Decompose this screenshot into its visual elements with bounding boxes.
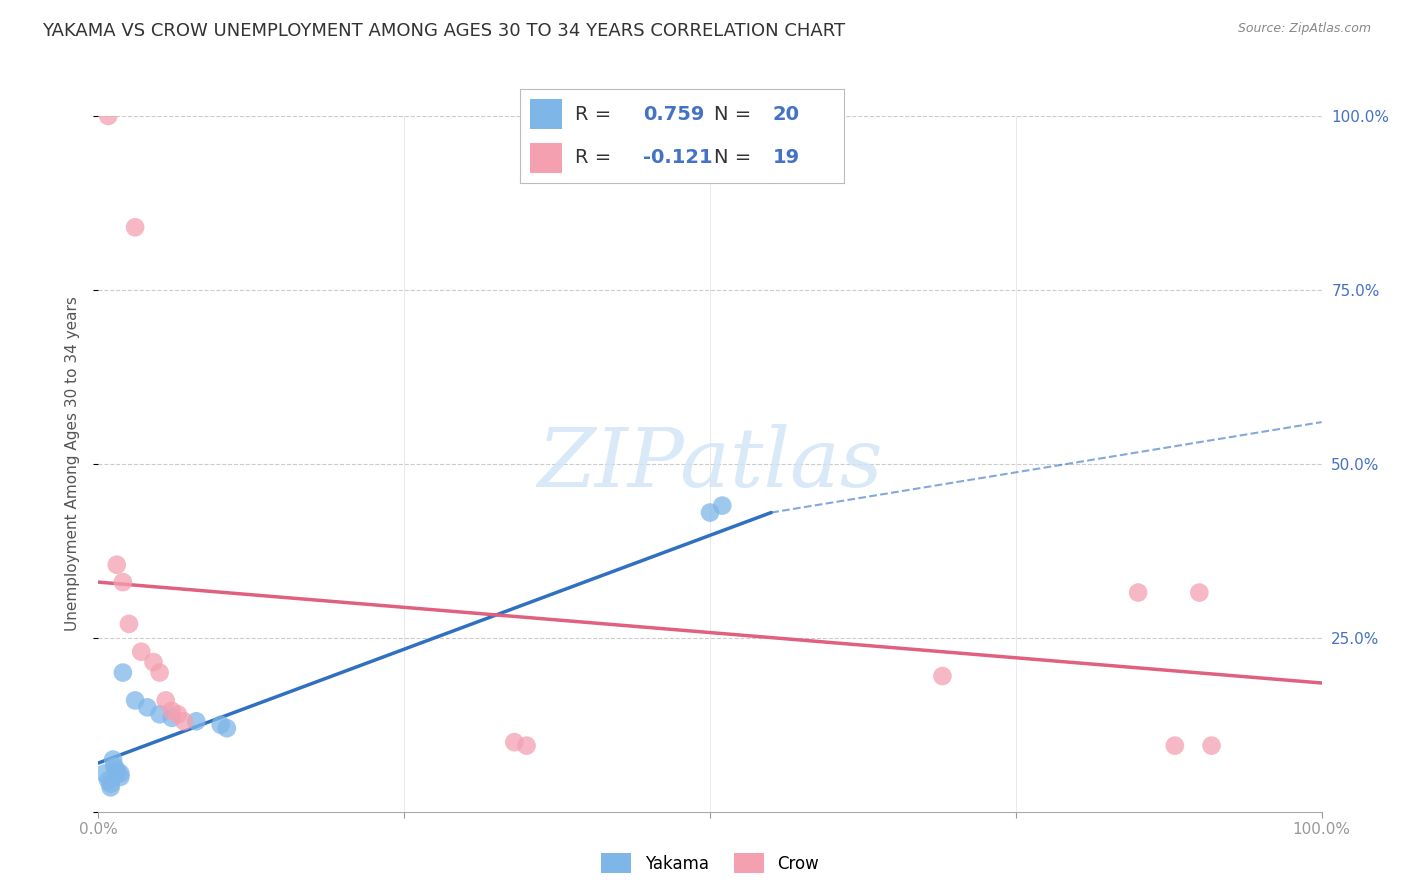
Point bbox=[105, 763, 128, 777]
Point bbox=[503, 735, 526, 749]
Bar bbox=[530, 98, 562, 129]
Bar bbox=[530, 143, 562, 173]
Point bbox=[1128, 585, 1150, 599]
Point bbox=[931, 669, 953, 683]
Point bbox=[110, 766, 132, 780]
Text: 20: 20 bbox=[772, 105, 800, 124]
Text: R =: R = bbox=[575, 148, 617, 167]
Point bbox=[97, 773, 120, 788]
Point bbox=[173, 714, 195, 729]
Text: N =: N = bbox=[714, 105, 758, 124]
Point bbox=[124, 220, 146, 235]
Point bbox=[1201, 739, 1223, 753]
Point bbox=[110, 770, 132, 784]
Point bbox=[149, 665, 172, 680]
Point bbox=[111, 665, 134, 680]
Point bbox=[105, 766, 128, 780]
Point bbox=[129, 645, 152, 659]
Point bbox=[155, 693, 177, 707]
Text: -0.121: -0.121 bbox=[643, 148, 713, 167]
Point bbox=[167, 707, 190, 722]
Point bbox=[111, 575, 134, 590]
Text: ZIPatlas: ZIPatlas bbox=[537, 424, 883, 504]
Point bbox=[136, 700, 159, 714]
Text: 0.759: 0.759 bbox=[643, 105, 704, 124]
Text: N =: N = bbox=[714, 148, 758, 167]
Point bbox=[142, 655, 165, 669]
Point bbox=[515, 739, 537, 753]
Legend: Yakama, Crow: Yakama, Crow bbox=[595, 847, 825, 880]
Y-axis label: Unemployment Among Ages 30 to 34 years: Unemployment Among Ages 30 to 34 years bbox=[65, 296, 80, 632]
Point bbox=[103, 759, 125, 773]
Point bbox=[93, 766, 115, 780]
Point bbox=[100, 780, 122, 795]
Point bbox=[160, 711, 183, 725]
Point bbox=[711, 499, 734, 513]
Text: Source: ZipAtlas.com: Source: ZipAtlas.com bbox=[1237, 22, 1371, 36]
Point bbox=[1164, 739, 1187, 753]
Point bbox=[100, 777, 122, 791]
Text: YAKAMA VS CROW UNEMPLOYMENT AMONG AGES 30 TO 34 YEARS CORRELATION CHART: YAKAMA VS CROW UNEMPLOYMENT AMONG AGES 3… bbox=[42, 22, 845, 40]
Point bbox=[186, 714, 208, 729]
Point bbox=[124, 693, 146, 707]
Text: 19: 19 bbox=[772, 148, 800, 167]
Point bbox=[209, 717, 232, 731]
Point bbox=[101, 753, 124, 767]
Point bbox=[97, 109, 120, 123]
Point bbox=[160, 704, 183, 718]
Point bbox=[149, 707, 172, 722]
Point bbox=[105, 558, 128, 572]
Text: R =: R = bbox=[575, 105, 617, 124]
Point bbox=[118, 616, 141, 631]
Point bbox=[1188, 585, 1211, 599]
Point bbox=[699, 506, 721, 520]
Point bbox=[215, 721, 238, 735]
